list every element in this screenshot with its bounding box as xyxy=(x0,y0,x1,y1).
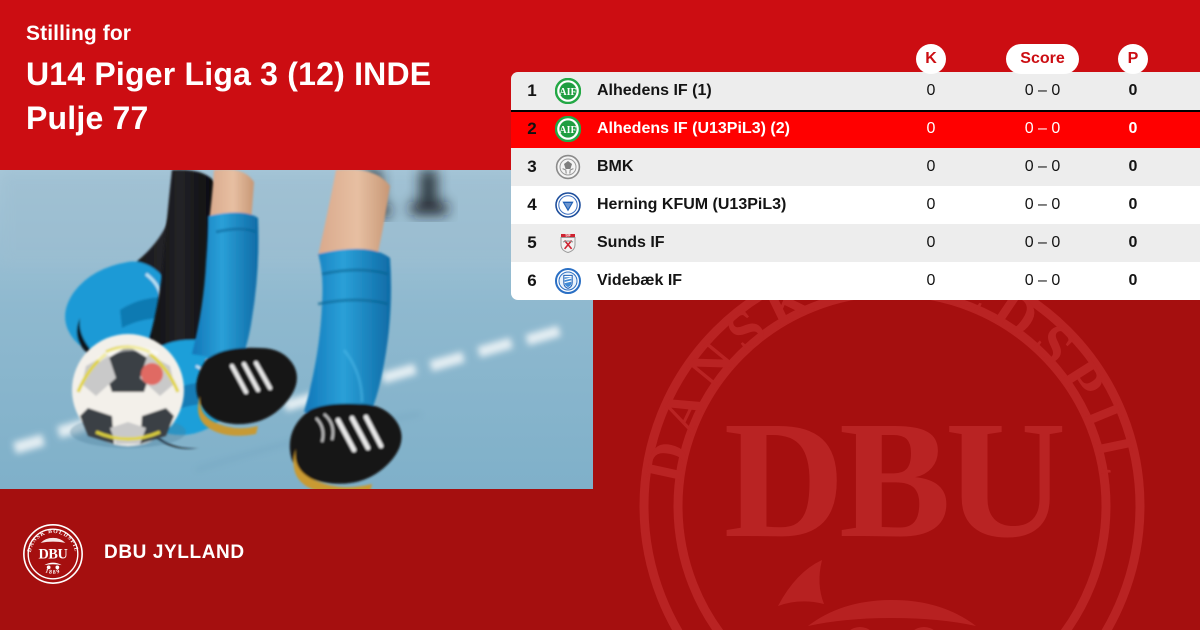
cell-k: 0 xyxy=(926,82,936,99)
table-row[interactable]: 3 BMK 0 0 – 0 0 xyxy=(511,148,1200,186)
team-name: Sunds IF xyxy=(597,234,665,251)
cell-k: 0 xyxy=(926,120,936,137)
team-name: Alhedens IF (U13PiL3) (2) xyxy=(597,120,790,137)
cell-p: 0 xyxy=(1128,82,1138,99)
table-row[interactable]: 4 Herning KFUM (U13PiL3) 0 0 – 0 0 xyxy=(511,186,1200,224)
svg-text:1889: 1889 xyxy=(44,568,61,576)
svg-text:AIF: AIF xyxy=(559,125,576,136)
cell-score: 0 – 0 xyxy=(1024,196,1061,213)
row-rank: 2 xyxy=(527,119,537,138)
cell-k: 0 xyxy=(926,158,936,175)
herning-kfum-crest-icon xyxy=(553,192,583,218)
svg-text:AIF: AIF xyxy=(559,87,576,98)
table-row[interactable]: 5 SIF Sunds IF 0 0 – 0 0 xyxy=(511,224,1200,262)
footer-bar: DANSK BOLDSPIL 1889 DBU DBU JYLLAND xyxy=(0,489,1200,630)
alhedens-if-crest-icon: AIF xyxy=(553,116,583,142)
column-header-k: K xyxy=(916,44,946,74)
svg-text:DANSK BOLDSPIL: DANSK BOLDSPIL xyxy=(634,292,1151,489)
team-name: Alhedens IF (1) xyxy=(597,82,712,99)
svg-text:SIF: SIF xyxy=(565,234,570,238)
row-rank: 1 xyxy=(527,81,537,100)
hero-photo xyxy=(0,170,593,489)
videbaek-if-crest-icon xyxy=(553,268,583,294)
cell-p: 0 xyxy=(1128,272,1138,289)
sunds-if-crest-icon: SIF xyxy=(553,230,583,256)
column-header-score: Score xyxy=(1006,44,1079,74)
table-row[interactable]: 2 AIF Alhedens IF (U13PiL3) (2) 0 0 – 0 … xyxy=(511,110,1200,148)
cell-k: 0 xyxy=(926,272,936,289)
row-rank: 6 xyxy=(527,271,537,290)
table-row[interactable]: 6 Videbæk IF 0 0 – 0 0 xyxy=(511,262,1200,300)
cell-score: 0 – 0 xyxy=(1024,272,1061,289)
page-title: U14 Piger Liga 3 (12) INDE Pulje 77 xyxy=(26,56,432,136)
cell-k: 0 xyxy=(926,196,936,213)
row-rank: 3 xyxy=(527,157,537,176)
cell-p: 0 xyxy=(1128,234,1138,251)
team-name: Herning KFUM (U13PiL3) xyxy=(597,196,787,213)
dbu-logo-icon: DANSK BOLDSPIL 1889 DBU xyxy=(22,523,84,585)
cell-p: 0 xyxy=(1128,120,1138,137)
header-kicker: Stilling for xyxy=(26,22,132,45)
row-rank: 4 xyxy=(527,195,537,214)
column-header-p: P xyxy=(1118,44,1148,74)
cell-p: 0 xyxy=(1128,196,1138,213)
table-row[interactable]: 1 AIF Alhedens IF (1) 0 0 – 0 0 xyxy=(511,72,1200,110)
watermark-ring-top-text: DANSK BOLDSPIL xyxy=(634,292,1142,489)
team-name: BMK xyxy=(597,158,634,175)
row-rank: 5 xyxy=(527,233,537,252)
dbu-logo-monogram: DBU xyxy=(39,546,68,562)
cell-p: 0 xyxy=(1128,158,1138,175)
cell-score: 0 – 0 xyxy=(1024,234,1061,251)
team-name: Videbæk IF xyxy=(597,272,683,289)
cell-k: 0 xyxy=(926,234,936,251)
footer-label: DBU JYLLAND xyxy=(104,542,245,563)
standings-table: 1 AIF Alhedens IF (1) 0 0 – 0 0 2 AIF Al… xyxy=(511,72,1200,300)
cell-score: 0 – 0 xyxy=(1024,120,1061,137)
cell-score: 0 – 0 xyxy=(1024,82,1061,99)
alhedens-if-crest-icon: AIF xyxy=(553,78,583,104)
dbu-logo-ring-bottom: 1889 xyxy=(44,568,60,576)
cell-score: 0 – 0 xyxy=(1024,158,1061,175)
bmk-crest-icon xyxy=(553,154,583,180)
table-column-headers: K Score P xyxy=(511,44,1200,74)
